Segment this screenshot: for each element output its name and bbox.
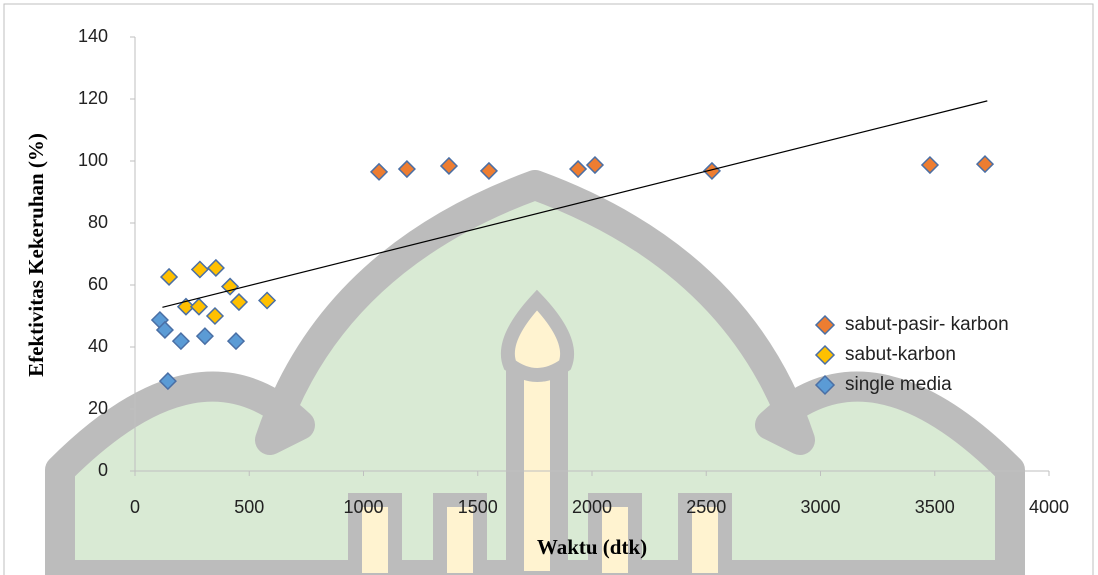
point bbox=[569, 159, 588, 179]
legend-marker bbox=[814, 344, 836, 366]
point bbox=[369, 162, 389, 181]
x-tick-label: 3000 bbox=[800, 497, 840, 517]
legend-label: single media bbox=[845, 374, 952, 395]
point bbox=[585, 155, 605, 175]
point bbox=[920, 155, 940, 175]
x-tick-label: 3500 bbox=[915, 497, 955, 517]
y-tick-label: 100 bbox=[78, 150, 108, 170]
point bbox=[190, 260, 209, 279]
chart-border bbox=[3, 3, 1094, 575]
legend-label: sabut-pasir- karbon bbox=[845, 314, 1009, 335]
pillar bbox=[348, 493, 402, 575]
x-tick-label: 1000 bbox=[343, 497, 383, 517]
point bbox=[220, 277, 240, 296]
pillar bbox=[588, 493, 642, 575]
x-tick-label: 500 bbox=[234, 497, 264, 517]
point bbox=[229, 292, 249, 312]
y-tick-label: 0 bbox=[98, 460, 108, 480]
point bbox=[479, 161, 499, 180]
x-tick-label: 0 bbox=[130, 497, 140, 517]
point bbox=[155, 320, 174, 340]
x-tick-label: 2500 bbox=[686, 497, 726, 517]
x-tick-label: 1500 bbox=[458, 497, 498, 517]
y-tick-label: 20 bbox=[88, 398, 108, 418]
point bbox=[975, 155, 995, 174]
point bbox=[189, 297, 209, 316]
flame bbox=[500, 289, 575, 382]
y-tick-label: 140 bbox=[78, 26, 108, 46]
y-tick-label: 40 bbox=[88, 336, 108, 356]
point bbox=[226, 332, 246, 351]
pillar bbox=[433, 493, 487, 575]
point bbox=[195, 327, 214, 346]
point bbox=[159, 267, 179, 287]
trendline bbox=[162, 100, 988, 308]
x-tick-label: 2000 bbox=[572, 497, 612, 517]
x-tick-label: 4000 bbox=[1029, 497, 1069, 517]
y-tick-label: 60 bbox=[88, 274, 108, 294]
point bbox=[158, 372, 177, 391]
watermark bbox=[45, 170, 1025, 575]
point bbox=[206, 258, 225, 278]
y-axis-title: Efektivitas Kekeruhan (%) bbox=[24, 133, 48, 377]
point bbox=[171, 332, 190, 351]
legend-marker bbox=[814, 374, 836, 396]
pillar bbox=[678, 493, 732, 575]
point bbox=[439, 156, 459, 176]
point bbox=[258, 291, 277, 310]
y-tick-label: 120 bbox=[78, 88, 108, 108]
y-tick-label: 80 bbox=[88, 212, 108, 232]
legend-label: sabut-karbon bbox=[845, 344, 956, 365]
point bbox=[205, 306, 225, 326]
x-axis-title: Waktu (dtk) bbox=[537, 535, 647, 559]
point bbox=[397, 159, 416, 179]
legend-marker bbox=[814, 314, 836, 336]
